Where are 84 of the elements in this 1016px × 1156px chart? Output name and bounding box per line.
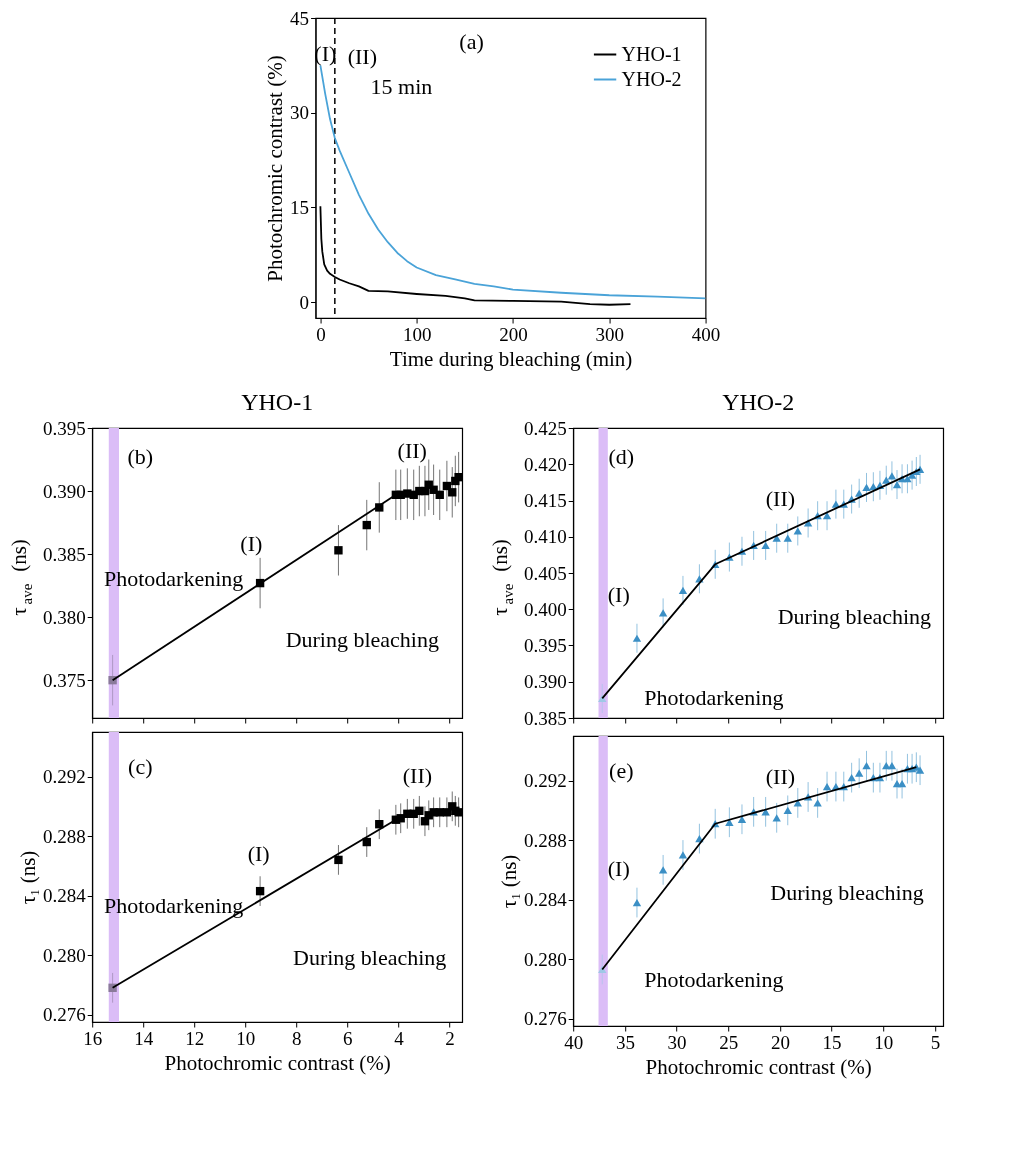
annotation: (I) — [240, 531, 263, 556]
x-tick-label: 35 — [615, 1031, 635, 1053]
x-tick-label: 300 — [595, 323, 625, 345]
y-tick-label: 0.390 — [42, 480, 86, 502]
y-tick-label: 0.400 — [523, 598, 567, 620]
x-tick-label: 16 — [83, 1027, 103, 1049]
x-axis-title: Photochromic contrast (%) — [645, 1054, 872, 1079]
y-axis-title: τ₁ (ns) — [15, 850, 40, 905]
x-tick-label: 4 — [394, 1027, 405, 1049]
y-tick-label: 0.385 — [42, 543, 86, 565]
annotation: Photodarkening — [644, 684, 784, 710]
y-axis-title: τave (ns) — [488, 539, 517, 616]
x-tick-label: 8 — [292, 1027, 302, 1049]
x-tick-label: 6 — [343, 1027, 353, 1049]
x-tick-label: 12 — [185, 1027, 205, 1049]
x-tick-label: 14 — [134, 1027, 154, 1049]
x-tick-label: 40 — [564, 1031, 584, 1053]
y-tick-label: 0.410 — [523, 526, 567, 548]
y-tick-label: 0.395 — [523, 635, 567, 656]
y-tick-label: 0.276 — [523, 1008, 567, 1030]
annotation: (e) — [609, 757, 634, 783]
x-tick-label: 2 — [445, 1027, 455, 1049]
y-tick-label: 0.280 — [42, 944, 86, 966]
annotation: (c) — [128, 753, 153, 779]
y-tick-label: 0.380 — [42, 606, 86, 628]
x-tick-label: 10 — [874, 1031, 894, 1053]
y-tick-label: 0 — [299, 291, 310, 313]
annotation: Photodarkening — [103, 893, 244, 918]
x-tick-label: 0 — [316, 323, 326, 345]
y-axis-title: Photochromic contrast (%) — [263, 55, 288, 282]
x-axis-title: Photochromic contrast (%) — [164, 1050, 391, 1075]
y-tick-label: 0.284 — [523, 889, 568, 911]
annotation: During bleaching — [770, 879, 924, 905]
annotation: (II) — [765, 486, 796, 512]
x-tick-label: 100 — [402, 323, 432, 345]
y-tick-label: 15 — [290, 196, 310, 218]
y-tick-label: 0.425 — [523, 417, 567, 439]
annotation: (II) — [765, 763, 796, 789]
annotation: (I) — [607, 581, 630, 607]
y-tick-label: 0.292 — [523, 770, 567, 792]
y-axis-title: τ₁ (ns) — [496, 854, 521, 909]
annotation: (I) — [607, 856, 630, 882]
y-tick-label: 0.415 — [523, 490, 567, 511]
y-tick-label: 0.280 — [523, 948, 567, 970]
y-tick-label: 45 — [290, 7, 310, 29]
annotation: 15 min — [370, 74, 433, 99]
annotation: (I) — [247, 840, 270, 866]
x-tick-label: 20 — [770, 1031, 790, 1053]
y-tick-label: 0.420 — [523, 453, 567, 475]
annotation: (II) — [402, 762, 433, 788]
y-tick-label: 0.390 — [523, 671, 567, 693]
annotation: (d) — [608, 444, 635, 469]
annotation: (b) — [127, 444, 154, 469]
annotation: During bleaching — [777, 603, 932, 629]
chart-title: YHO-2 — [722, 389, 795, 415]
y-tick-label: 0.405 — [523, 562, 567, 584]
x-tick-label: 400 — [691, 323, 721, 345]
x-axis-title: Time during bleaching (min) — [389, 346, 633, 371]
y-tick-label: 0.385 — [523, 707, 567, 729]
y-tick-label: 30 — [290, 102, 310, 124]
y-tick-label: 0.284 — [42, 885, 87, 907]
annotation: (a) — [459, 29, 484, 54]
y-tick-label: 0.375 — [42, 669, 86, 691]
annotation: During bleaching — [285, 626, 439, 652]
y-tick-label: 0.288 — [523, 829, 567, 851]
y-tick-label: 0.288 — [42, 825, 86, 847]
annotation: Photodarkening — [103, 565, 244, 591]
x-tick-label: 10 — [236, 1027, 256, 1049]
x-tick-label: 15 — [822, 1031, 842, 1053]
annotation: Photodarkening — [644, 966, 784, 992]
y-tick-label: 0.276 — [42, 1004, 86, 1026]
legend-label: YHO-1 — [621, 42, 682, 65]
legend-label: YHO-2 — [621, 67, 682, 90]
y-tick-label: 0.395 — [42, 417, 86, 439]
x-tick-label: 200 — [499, 323, 528, 345]
annotation: During bleaching — [293, 945, 447, 971]
x-tick-label: 25 — [719, 1031, 739, 1053]
x-tick-label: 30 — [667, 1031, 687, 1053]
annotation: (II) — [347, 44, 378, 69]
y-axis-title: τave (ns) — [7, 539, 36, 616]
annotation: (II) — [397, 438, 427, 464]
chart-title: YHO-1 — [241, 389, 314, 415]
y-tick-label: 0.292 — [42, 766, 86, 788]
x-tick-label: 5 — [930, 1031, 941, 1053]
